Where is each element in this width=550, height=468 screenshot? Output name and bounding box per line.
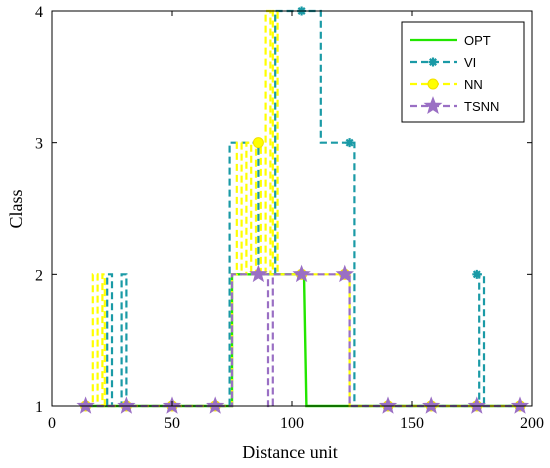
x-tick-label: 0 (48, 415, 56, 432)
legend-label: TSNN (464, 99, 499, 114)
y-tick-label: 4 (35, 4, 43, 21)
legend-marker (423, 96, 443, 115)
marker-tsnn-4 (249, 264, 268, 283)
marker-tsnn-10 (510, 396, 530, 414)
marker-tsnn-0 (76, 396, 95, 414)
legend-label: NN (464, 77, 483, 92)
x-tick-label: 150 (400, 415, 424, 432)
legend-box (401, 21, 525, 123)
series-line-nn (85, 9, 520, 408)
x-tick-label: 50 (164, 415, 180, 432)
y-tick-label: 2 (35, 267, 43, 284)
axes-layer: 0 50 100 150 200 1 2 3 4 (35, 4, 544, 432)
marker-tsnn-1 (117, 396, 136, 414)
marker-vi-6 (345, 138, 355, 148)
marker-nn-4 (252, 137, 264, 149)
legend-entry-nn: NN (410, 77, 483, 92)
marker-tsnn-8 (422, 396, 441, 414)
legend-label: OPT (464, 33, 491, 48)
marker-vi-9 (472, 269, 482, 279)
y-tick-label: 1 (35, 399, 43, 416)
legend-marker (427, 78, 439, 90)
marker-tsnn-7 (378, 396, 398, 414)
y-tick-label: 3 (35, 136, 43, 153)
marker-tsnn-6 (335, 264, 354, 283)
x-tick-label: 200 (520, 415, 544, 432)
legend-entry-tsnn: TSNN (410, 96, 499, 115)
legend-marker (428, 57, 438, 67)
legend-entry-opt: OPT (410, 33, 491, 48)
marker-tsnn-9 (467, 396, 486, 414)
y-axis-label: Class (6, 189, 26, 228)
x-axis-label: Distance unit (242, 442, 337, 462)
legend: OPT VI NN TSNN (401, 21, 525, 123)
x-tick-label: 100 (280, 415, 304, 432)
series-line-tsnn (85, 273, 520, 408)
legend-entry-vi: VI (410, 55, 476, 70)
marker-tsnn-3 (206, 396, 225, 414)
marker-tsnn-5 (292, 264, 311, 283)
legend-label: VI (464, 55, 476, 70)
